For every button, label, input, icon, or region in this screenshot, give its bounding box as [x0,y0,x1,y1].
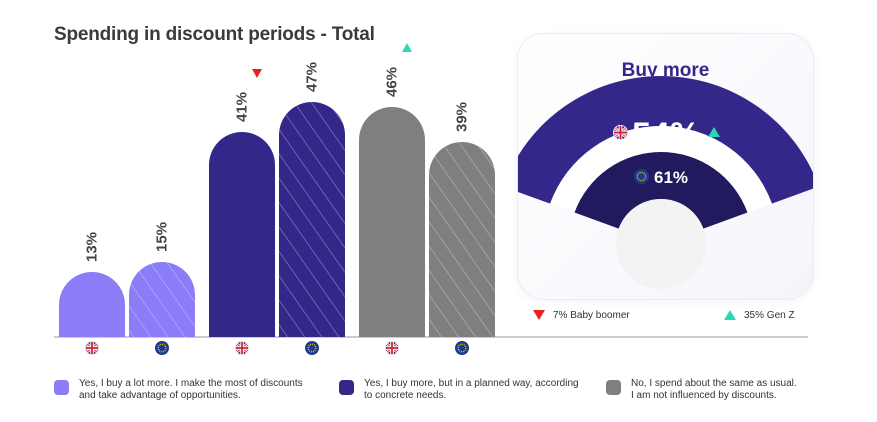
legend-line-2: to concrete needs. [364,390,447,401]
value-label-uk-category-3: 46% [384,67,401,97]
bar-hatch-category-3 [429,142,495,337]
gen-z-note: 35% Gen Z [724,310,795,321]
trend-down-icon [252,69,262,78]
gen-z-text: 35% Gen Z [744,310,795,321]
gauge-separator [550,126,772,213]
legend-line-1: No, I spend about the same as usual. [631,378,797,389]
legend-swatch-gray [606,380,621,395]
inner-gauge-arc-eu [574,152,748,229]
bar-uk-category-2 [209,132,275,337]
uk-value: 54% [632,116,700,154]
value-label-eu-category-3: 39% [454,102,471,132]
chart-title: Spending in discount periods - Total [54,24,375,45]
trend-up-icon [402,43,412,52]
uk-flag-icon [85,341,99,355]
legend-item-buy-more-planned: Yes, I buy more, but in a planned way, a… [339,378,579,402]
eu-value: 61% [654,168,688,187]
baby-boomer-note: 7% Baby boomer [533,310,630,321]
uk-flag-icon [385,341,399,355]
baby-boomer-text: 7% Baby boomer [553,310,630,321]
eu-flag-icon [155,341,169,355]
legend-swatch-dark-purple [339,380,354,395]
buy-more-card: Buy more 54% 61% [518,34,813,299]
eu-flag-icon [305,341,319,355]
trend-up-icon [708,127,720,137]
bar-hatch-category-2 [279,102,345,337]
outer-gauge-arc-uk [518,76,813,204]
up-triangle-icon [724,310,736,321]
legend-swatch-light-purple [54,380,69,395]
uk-flag-icon [613,125,628,140]
down-triangle-icon [533,310,545,321]
legend-item-buy-a-lot-more: Yes, I buy a lot more. I make the most o… [54,378,303,402]
value-label-eu-category-1: 15% [154,222,171,252]
bar-hatch-category-1 [129,262,195,337]
uk-flag-icon [235,341,249,355]
gauge-center [616,199,706,289]
bar-uk-category-1 [59,272,125,337]
bar-uk-category-3 [359,107,425,337]
legend-line-2: and take advantage of opportunities. [79,390,241,401]
legend-item-spend-same: No, I spend about the same as usual. I am… [606,378,797,402]
legend-line-1: Yes, I buy a lot more. I make the most o… [79,378,303,389]
value-label-uk-category-1: 13% [84,232,101,262]
value-label-uk-category-2: 41% [234,92,251,122]
legend-line-2: I am not influenced by discounts. [631,390,777,401]
buy-more-gauge: 54% 61% [518,76,813,289]
eu-flag-icon [455,341,469,355]
card-title: Buy more [621,60,710,81]
eu-flag-icon [634,169,649,184]
legend-line-1: Yes, I buy more, but in a planned way, a… [364,378,579,389]
value-label-eu-category-2: 47% [304,62,321,92]
